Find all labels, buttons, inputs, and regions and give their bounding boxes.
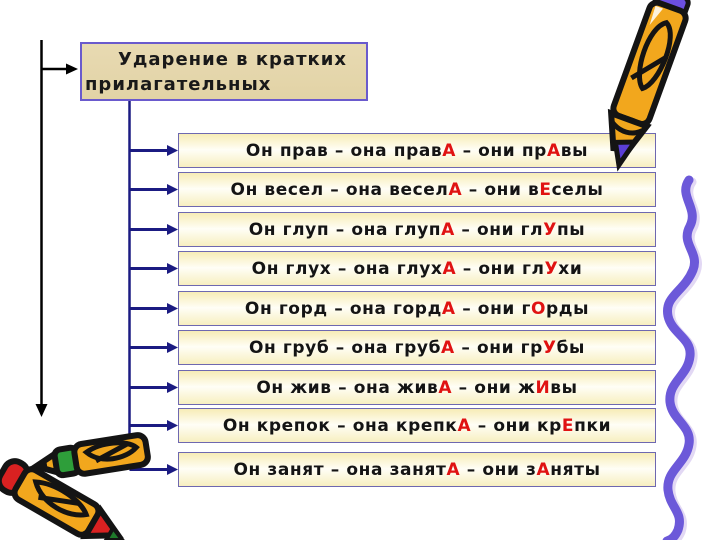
text-segment: – они з — [460, 459, 537, 480]
stressed-letter: А — [448, 179, 463, 200]
crayon-green — [28, 432, 151, 479]
example-text: Он горд – она гордА – они гОрды — [245, 299, 589, 319]
text-segment: вы — [550, 377, 578, 398]
stressed-letter: А — [438, 377, 453, 398]
text-segment: Он груб – она груб — [248, 337, 442, 358]
stressed-letter: А — [441, 219, 455, 240]
example-row-6: Он груб – она грубА – они грУбы — [178, 330, 656, 365]
example-row-3: Он глуп – она глупА – они глУпы — [178, 212, 656, 247]
example-row-9: Он занят – она занятА – они зАняты — [178, 452, 656, 487]
stressed-letter: У — [544, 258, 559, 279]
text-segment: рды — [546, 298, 590, 319]
text-segment: Он горд – она горд — [244, 298, 442, 319]
text-segment: – они гл — [456, 258, 545, 279]
stressed-letter: А — [442, 258, 457, 279]
stressed-letter: А — [442, 140, 457, 161]
black-bracket-line — [35, 40, 78, 417]
stressed-letter: А — [441, 298, 456, 319]
stressed-letter: А — [441, 337, 455, 358]
crayon-red — [0, 458, 127, 540]
text-segment: пки — [574, 415, 612, 436]
text-segment: – они гр — [454, 337, 543, 358]
text-segment: – они г — [455, 298, 531, 319]
text-segment: бы — [556, 337, 586, 358]
title-box: Ударение в кратких прилагательных — [80, 42, 368, 101]
example-text: Он прав – она правА – они прАвы — [246, 141, 588, 161]
stressed-letter: У — [542, 337, 557, 358]
text-segment: Он глух – она глух — [251, 258, 443, 279]
example-row-2: Он весел – она веселА – они вЕселы — [178, 172, 656, 207]
example-text: Он занят – она занятА – они зАняты — [233, 460, 600, 480]
stressed-letter: А — [546, 140, 561, 161]
text-segment: няты — [550, 459, 601, 480]
stressed-letter: Е — [539, 179, 552, 200]
stressed-letter: И — [535, 377, 551, 398]
example-text: Он крепок – она крепкА – они крЕпки — [223, 416, 611, 436]
text-segment: Он крепок – она крепк — [222, 415, 458, 436]
example-row-8: Он крепок – она крепкА – они крЕпки — [178, 408, 656, 443]
pencil-icon — [607, 0, 691, 172]
text-segment: хи — [558, 258, 583, 279]
stressed-letter: Е — [561, 415, 575, 436]
blue-branch-arrows — [129, 145, 178, 475]
title-line-1: Ударение в кратких — [118, 49, 347, 70]
wavy-line — [662, 175, 699, 540]
text-segment: – они кр — [471, 415, 562, 436]
stressed-letter: А — [536, 459, 551, 480]
example-text: Он жив – она живА – они жИвы — [256, 378, 577, 398]
text-segment: Он жив – она жив — [256, 377, 439, 398]
example-text: Он глух – она глухА – они глУхи — [252, 259, 583, 279]
example-row-4: Он глух – она глухА – они глУхи — [178, 251, 656, 286]
example-text: Он весел – она веселА – они вЕселы — [231, 180, 604, 200]
text-segment: селы — [551, 179, 604, 200]
text-segment: пы — [556, 219, 586, 240]
pencil-shape — [607, 0, 691, 172]
text-segment: вы — [560, 140, 589, 161]
stressed-letter: У — [543, 219, 557, 240]
stressed-letter: А — [446, 459, 461, 480]
example-row-1: Он прав – она правА – они прАвы — [178, 133, 656, 168]
example-row-7: Он жив – она живА – они жИвы — [178, 370, 656, 405]
text-segment: – они в — [462, 179, 540, 200]
example-row-5: Он горд – она гордА – они гОрды — [178, 291, 656, 326]
example-text: Он груб – она грубА – они грУбы — [249, 338, 585, 358]
text-segment: – они пр — [456, 140, 547, 161]
text-segment: Он весел – она весел — [230, 179, 449, 200]
example-text: Он глуп – она глупА – они глУпы — [249, 220, 586, 240]
stressed-letter: О — [530, 298, 547, 319]
text-segment: Он прав – она прав — [245, 140, 443, 161]
text-segment: – они ж — [452, 377, 536, 398]
crayons-icon — [0, 432, 151, 540]
title-line-2: прилагательных — [85, 74, 272, 96]
text-segment: – они гл — [454, 219, 544, 240]
text-segment: Он занят – она занят — [233, 459, 447, 480]
stressed-letter: А — [457, 415, 472, 436]
text-segment: Он глуп – она глуп — [248, 219, 442, 240]
